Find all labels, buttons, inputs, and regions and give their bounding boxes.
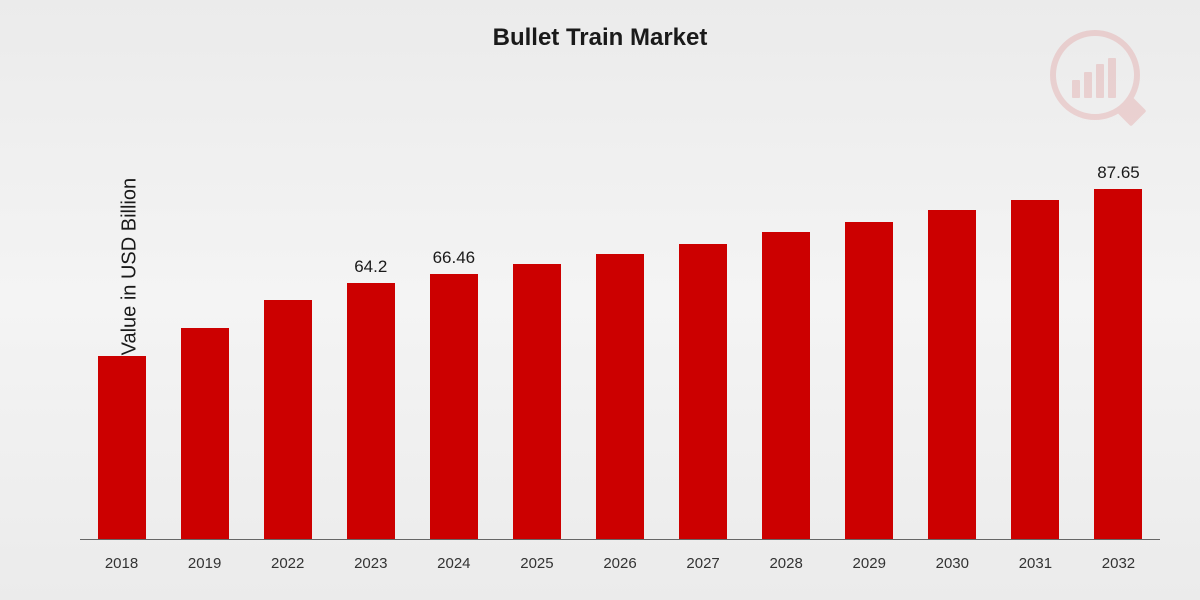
x-axis-tick-label: 2022 [246, 555, 329, 572]
x-axis-tick-label: 2028 [745, 555, 828, 572]
bar [98, 356, 146, 540]
x-axis-tick-label: 2029 [828, 555, 911, 572]
bar [181, 328, 229, 540]
bar [264, 300, 312, 540]
bar-slot [495, 140, 578, 540]
bar [1011, 200, 1059, 540]
bar-slot [578, 140, 661, 540]
bar [679, 244, 727, 540]
bars-container: 64.2 66.46 87.65 [80, 140, 1160, 540]
bar [596, 254, 644, 540]
bar-slot: 66.46 [412, 140, 495, 540]
bar [513, 264, 561, 540]
bar [430, 274, 478, 540]
x-axis-tick-label: 2031 [994, 555, 1077, 572]
bar [1094, 189, 1142, 540]
bar-slot [662, 140, 745, 540]
bar-slot [80, 140, 163, 540]
bar-slot [911, 140, 994, 540]
bar-value-label: 64.2 [354, 257, 387, 277]
x-axis-tick-label: 2018 [80, 555, 163, 572]
x-axis-tick-label: 2030 [911, 555, 994, 572]
x-axis-tick-label: 2026 [578, 555, 661, 572]
chart-title: Bullet Train Market [0, 24, 1200, 52]
x-axis-tick-label: 2023 [329, 555, 412, 572]
bar [347, 283, 395, 540]
x-axis-labels: 2018201920222023202420252026202720282029… [80, 555, 1160, 572]
bar-slot [163, 140, 246, 540]
x-axis-tick-label: 2025 [495, 555, 578, 572]
bar-slot [828, 140, 911, 540]
x-axis-tick-label: 2024 [412, 555, 495, 572]
bar-slot [246, 140, 329, 540]
bar [762, 232, 810, 540]
bar-value-label: 87.65 [1097, 163, 1140, 183]
bar-value-label: 66.46 [433, 248, 476, 268]
plot-area: 64.2 66.46 87.65 [80, 140, 1160, 540]
bar [928, 210, 976, 540]
bar-slot [994, 140, 1077, 540]
bar-slot: 64.2 [329, 140, 412, 540]
x-axis-tick-label: 2032 [1077, 555, 1160, 572]
bar-slot: 87.65 [1077, 140, 1160, 540]
bar [845, 222, 893, 540]
x-axis-baseline [80, 539, 1160, 540]
x-axis-tick-label: 2019 [163, 555, 246, 572]
bar-slot [745, 140, 828, 540]
x-axis-tick-label: 2027 [662, 555, 745, 572]
watermark-bars [1072, 58, 1116, 98]
